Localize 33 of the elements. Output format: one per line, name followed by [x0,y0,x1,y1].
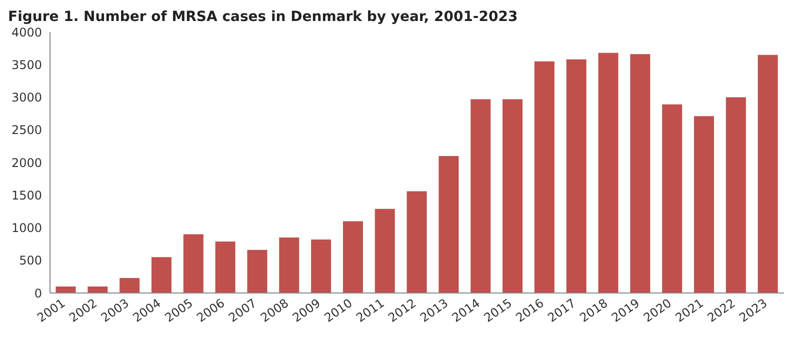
y-tick-label: 4000 [11,25,42,40]
bar [183,234,204,293]
bar [630,54,650,293]
bar [88,286,108,293]
bar [342,221,363,293]
bar [120,278,140,293]
bar [151,257,172,293]
bar [534,61,554,293]
bar [598,52,618,293]
bar [566,59,586,293]
bar [662,104,682,293]
y-tick-label: 500 [19,254,42,268]
chart-title: Figure 1. Number of MRSA cases in Denmark by year, 2001-2023 [8,8,518,26]
bar [56,286,76,293]
bar [726,97,746,293]
y-tick-label: 0 [34,286,42,300]
y-tick-label: 1500 [11,188,42,202]
y-tick-label: 3000 [11,90,42,105]
bar [374,208,395,293]
bar [470,99,491,293]
bar [502,99,523,293]
y-tick-label: 1000 [11,221,42,236]
bar [438,156,459,293]
bar [215,241,236,293]
y-tick-label: 3500 [11,58,42,72]
bar [311,239,332,293]
bar [247,250,268,293]
bar [758,54,778,293]
bar [406,191,427,293]
bar [279,238,300,293]
y-tick-label: 2000 [11,156,42,170]
bar [694,116,714,293]
y-tick-label: 2500 [11,123,42,138]
